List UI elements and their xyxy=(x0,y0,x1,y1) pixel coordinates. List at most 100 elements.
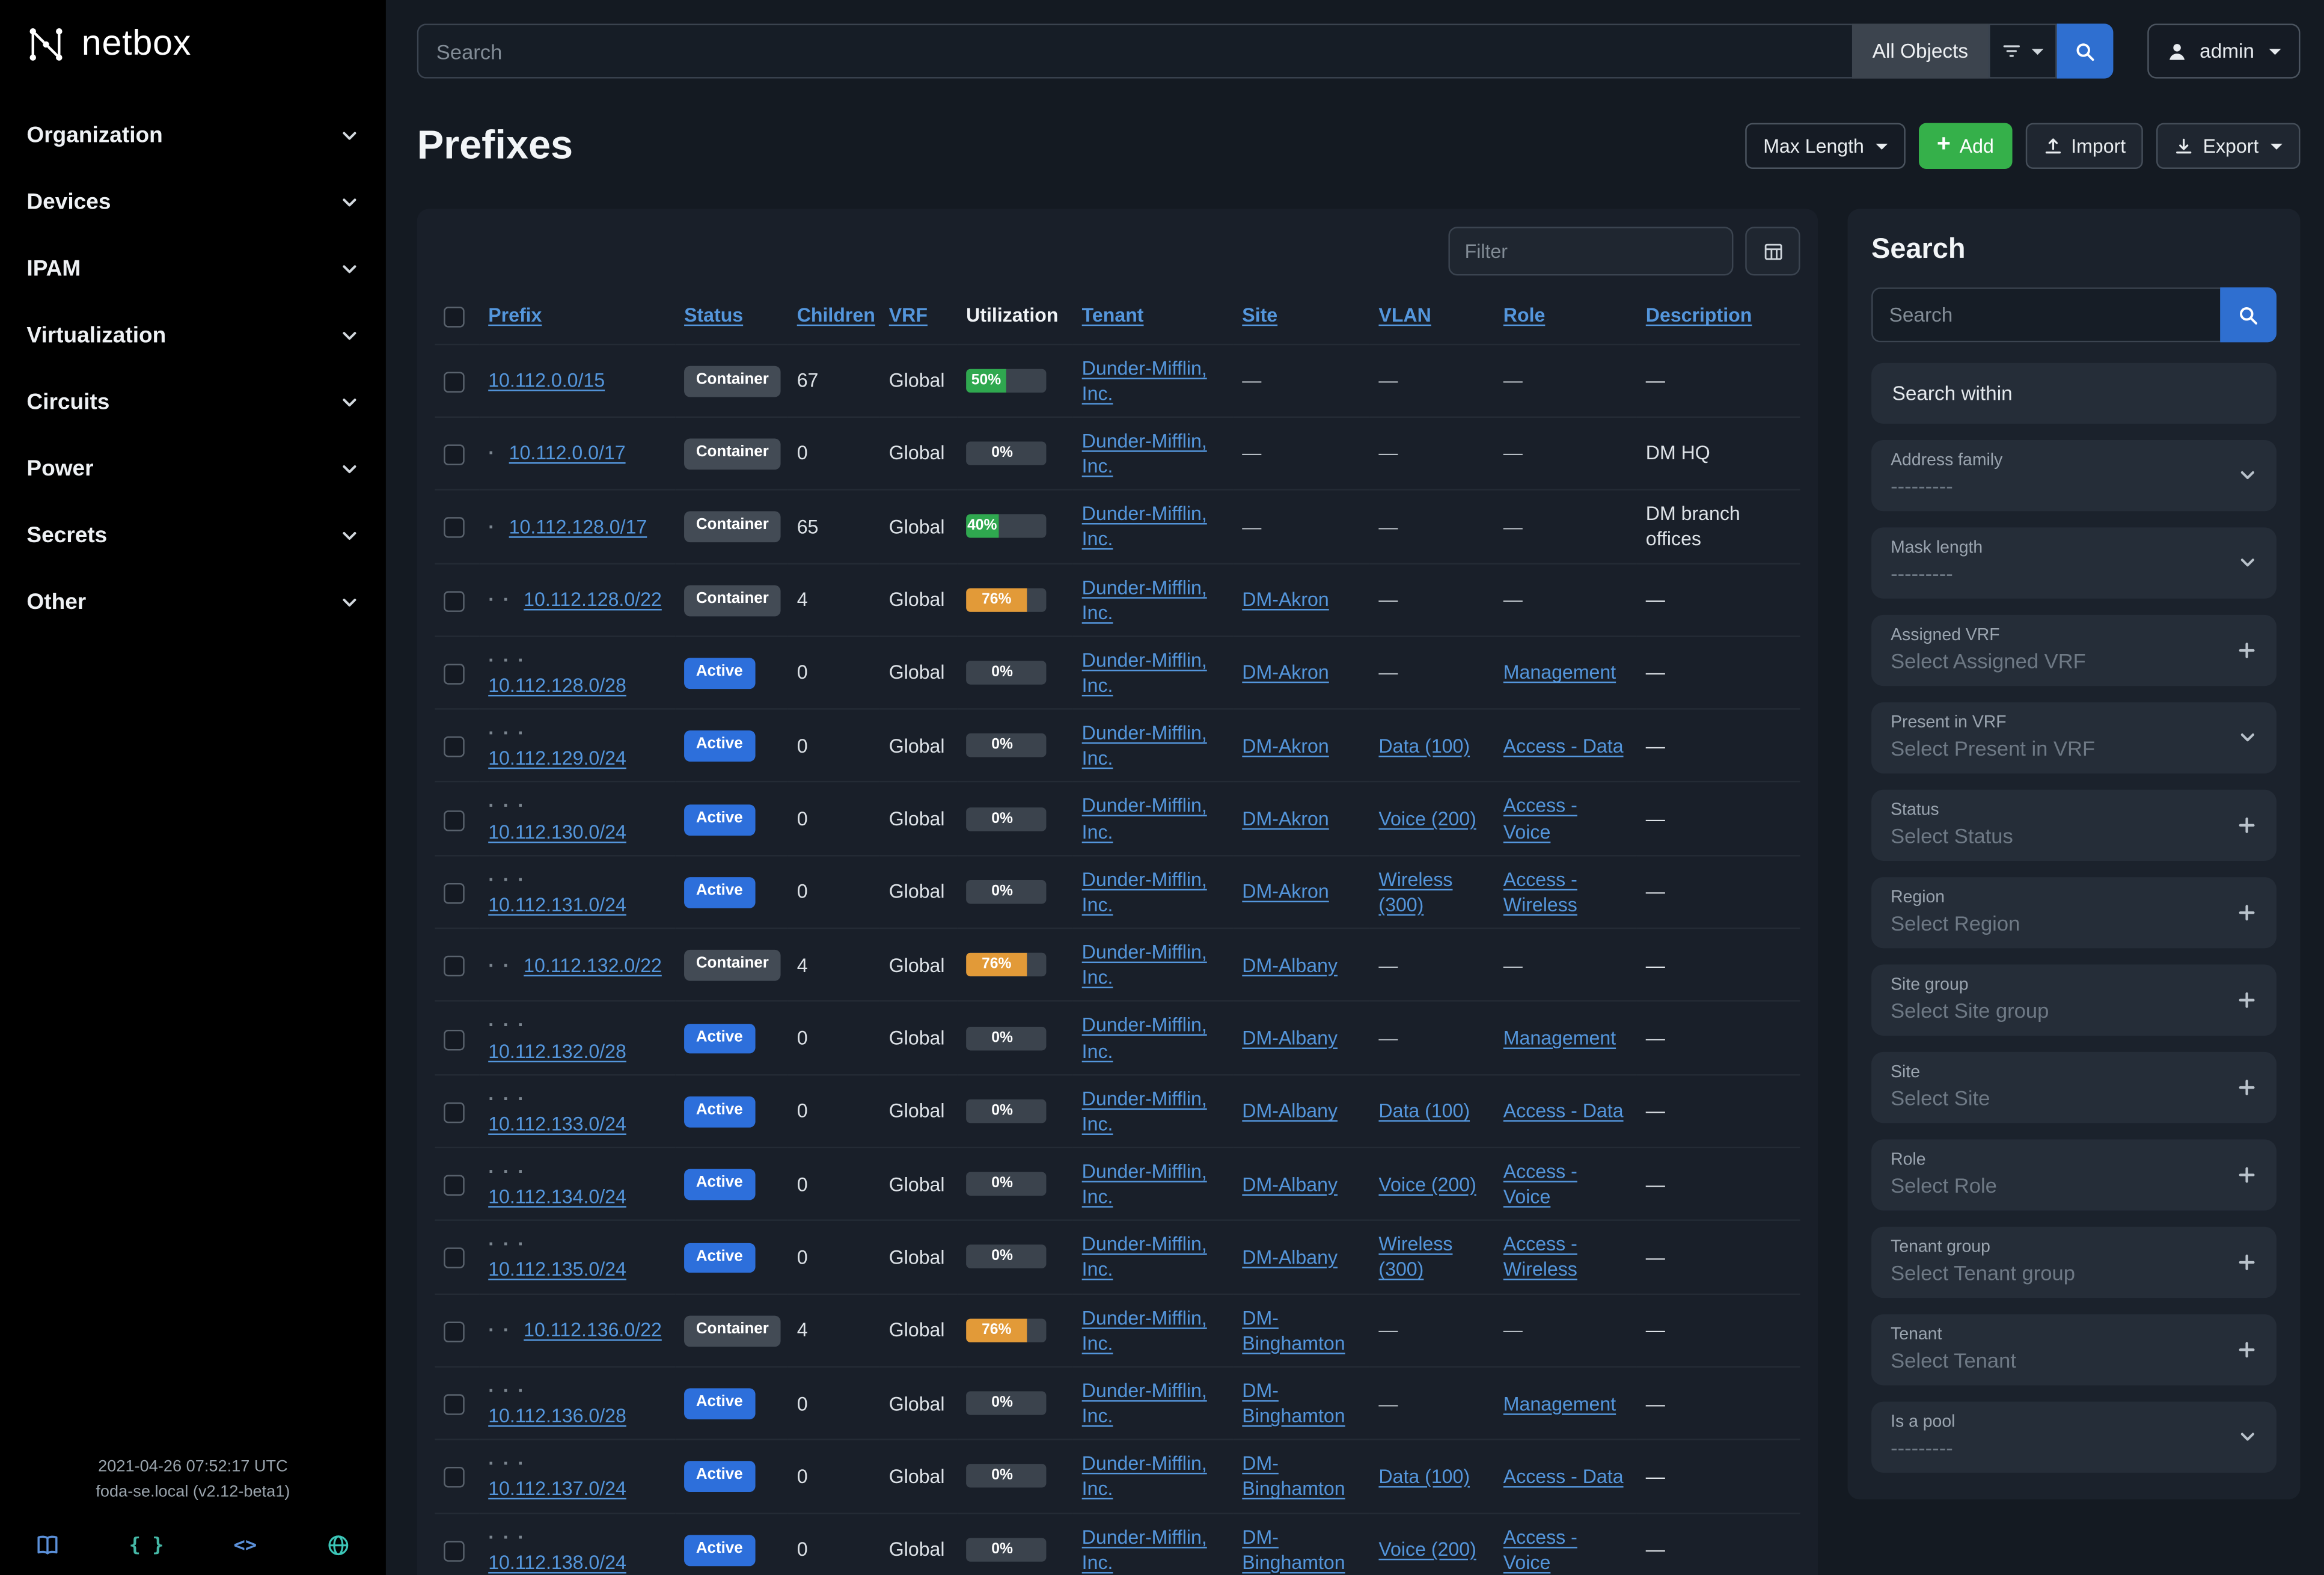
site-link[interactable]: DM-Akron xyxy=(1242,661,1329,684)
filter-group-tenant-group[interactable]: Tenant group Select Tenant group xyxy=(1871,1226,2277,1298)
tenant-link[interactable]: Dunder-Mifflin, Inc. xyxy=(1081,1014,1207,1062)
site-link[interactable]: DM-Binghamton xyxy=(1242,1306,1345,1354)
sidebar-item-virtualization[interactable]: Virtualization xyxy=(23,302,362,369)
prefix-link[interactable]: 10.112.137.0/24 xyxy=(488,1478,626,1500)
prefix-link[interactable]: 10.112.0.0/15 xyxy=(488,369,605,392)
site-link[interactable]: DM-Binghamton xyxy=(1242,1379,1345,1427)
tenant-link[interactable]: Dunder-Mifflin, Inc. xyxy=(1081,1087,1207,1135)
site-link[interactable]: DM-Albany xyxy=(1242,1026,1338,1049)
prefix-link[interactable]: 10.112.136.0/28 xyxy=(488,1404,626,1427)
vlan-link[interactable]: Voice (200) xyxy=(1378,1538,1476,1561)
sidebar-item-devices[interactable]: Devices xyxy=(23,169,362,236)
site-link[interactable]: DM-Binghamton xyxy=(1242,1452,1345,1500)
row-checkbox[interactable] xyxy=(444,1467,465,1488)
tenant-link[interactable]: Dunder-Mifflin, Inc. xyxy=(1081,649,1207,697)
site-link[interactable]: DM-Albany xyxy=(1242,1246,1338,1268)
row-checkbox[interactable] xyxy=(444,664,465,685)
filter-group-present-in-vrf[interactable]: Present in VRF Select Present in VRF xyxy=(1871,702,2277,774)
tenant-link[interactable]: Dunder-Mifflin, Inc. xyxy=(1081,429,1207,477)
tenant-link[interactable]: Dunder-Mifflin, Inc. xyxy=(1081,1160,1207,1208)
import-button[interactable]: Import xyxy=(2025,123,2144,169)
tenant-link[interactable]: Dunder-Mifflin, Inc. xyxy=(1081,721,1207,769)
prefix-link[interactable]: 10.112.128.0/17 xyxy=(509,515,647,538)
filter-group-mask-length[interactable]: Mask length --------- xyxy=(1871,527,2277,599)
table-filter-input[interactable] xyxy=(1448,227,1734,276)
column-sort-tenant[interactable]: Tenant xyxy=(1081,304,1144,326)
row-checkbox[interactable] xyxy=(444,1175,465,1196)
column-sort-vrf[interactable]: VRF xyxy=(888,304,928,326)
tenant-link[interactable]: Dunder-Mifflin, Inc. xyxy=(1081,1233,1207,1281)
sidebar-item-other[interactable]: Other xyxy=(23,569,362,635)
filter-group-status[interactable]: Status Select Status xyxy=(1871,789,2277,861)
prefix-link[interactable]: 10.112.133.0/24 xyxy=(488,1112,626,1135)
search-filter-dropdown-button[interactable] xyxy=(1989,23,2058,79)
sidebar-item-power[interactable]: Power xyxy=(23,436,362,503)
site-link[interactable]: DM-Binghamton xyxy=(1242,1525,1345,1573)
filter-group-site[interactable]: Site Select Site xyxy=(1871,1051,2277,1124)
prefix-link[interactable]: 10.112.138.0/24 xyxy=(488,1550,626,1573)
panel-search-input[interactable] xyxy=(1871,287,2221,343)
tenant-link[interactable]: Dunder-Mifflin, Inc. xyxy=(1081,1452,1207,1500)
vlan-link[interactable]: Data (100) xyxy=(1378,1099,1470,1122)
row-checkbox[interactable] xyxy=(444,1248,465,1269)
role-link[interactable]: Management xyxy=(1503,1026,1616,1049)
filter-group-region[interactable]: Region Select Region xyxy=(1871,877,2277,949)
site-link[interactable]: DM-Albany xyxy=(1242,1099,1338,1122)
site-link[interactable]: DM-Akron xyxy=(1242,734,1329,757)
sidebar-item-secrets[interactable]: Secrets xyxy=(23,503,362,569)
add-button[interactable]: + Add xyxy=(1919,123,2012,169)
tenant-link[interactable]: Dunder-Mifflin, Inc. xyxy=(1081,795,1207,843)
role-link[interactable]: Management xyxy=(1503,661,1616,684)
row-checkbox[interactable] xyxy=(444,956,465,977)
site-link[interactable]: DM-Albany xyxy=(1242,953,1338,976)
column-sort-site[interactable]: Site xyxy=(1242,304,1278,326)
select-all-checkbox[interactable] xyxy=(444,306,465,327)
row-checkbox[interactable] xyxy=(444,444,465,465)
prefix-link[interactable]: 10.112.130.0/24 xyxy=(488,820,626,843)
tenant-link[interactable]: Dunder-Mifflin, Inc. xyxy=(1081,1525,1207,1573)
tenant-link[interactable]: Dunder-Mifflin, Inc. xyxy=(1081,941,1207,989)
site-link[interactable]: DM-Akron xyxy=(1242,807,1329,830)
role-link[interactable]: Access - Voice xyxy=(1503,1525,1577,1573)
prefix-link[interactable]: 10.112.135.0/24 xyxy=(488,1258,626,1281)
role-link[interactable]: Access - Data xyxy=(1503,734,1624,757)
prefix-link[interactable]: 10.112.0.0/17 xyxy=(509,442,626,465)
role-link[interactable]: Access - Wireless xyxy=(1503,1233,1577,1281)
vlan-link[interactable]: Voice (200) xyxy=(1378,807,1476,830)
row-checkbox[interactable] xyxy=(444,371,465,393)
column-sort-vlan[interactable]: VLAN xyxy=(1378,304,1431,326)
row-checkbox[interactable] xyxy=(444,590,465,612)
tenant-link[interactable]: Dunder-Mifflin, Inc. xyxy=(1081,575,1207,623)
column-sort-children[interactable]: Children xyxy=(797,304,875,326)
table-configure-button[interactable] xyxy=(1745,227,1800,276)
braces-icon[interactable]: { } xyxy=(129,1534,164,1557)
column-sort-description[interactable]: Description xyxy=(1645,304,1752,326)
user-menu-button[interactable]: admin xyxy=(2147,23,2301,79)
row-checkbox[interactable] xyxy=(444,736,465,758)
prefix-link[interactable]: 10.112.132.0/22 xyxy=(524,953,662,976)
row-checkbox[interactable] xyxy=(444,517,465,539)
role-link[interactable]: Access - Wireless xyxy=(1503,867,1577,916)
tenant-link[interactable]: Dunder-Mifflin, Inc. xyxy=(1081,1379,1207,1427)
search-within-toggle[interactable]: Search within xyxy=(1871,362,2277,424)
sidebar-item-organization[interactable]: Organization xyxy=(23,102,362,169)
tenant-link[interactable]: Dunder-Mifflin, Inc. xyxy=(1081,356,1207,405)
vlan-link[interactable]: Voice (200) xyxy=(1378,1173,1476,1195)
row-checkbox[interactable] xyxy=(444,1394,465,1415)
filter-group-role[interactable]: Role Select Role xyxy=(1871,1139,2277,1211)
global-search-button[interactable] xyxy=(2057,23,2114,79)
prefix-link[interactable]: 10.112.134.0/24 xyxy=(488,1185,626,1208)
row-checkbox[interactable] xyxy=(444,1321,465,1342)
code-icon[interactable]: <> xyxy=(233,1534,257,1557)
role-link[interactable]: Access - Voice xyxy=(1503,795,1577,843)
filter-group-assigned-vrf[interactable]: Assigned VRF Select Assigned VRF xyxy=(1871,614,2277,687)
filter-group-site-group[interactable]: Site group Select Site group xyxy=(1871,964,2277,1036)
column-sort-role[interactable]: Role xyxy=(1503,304,1546,326)
global-search-input[interactable] xyxy=(417,23,1852,79)
filter-group-address-family[interactable]: Address family --------- xyxy=(1871,440,2277,512)
panel-search-button[interactable] xyxy=(2220,287,2277,343)
row-checkbox[interactable] xyxy=(444,1102,465,1123)
vlan-link[interactable]: Wireless (300) xyxy=(1378,867,1453,916)
max-length-button[interactable]: Max Length xyxy=(1745,123,1906,169)
row-checkbox[interactable] xyxy=(444,882,465,904)
